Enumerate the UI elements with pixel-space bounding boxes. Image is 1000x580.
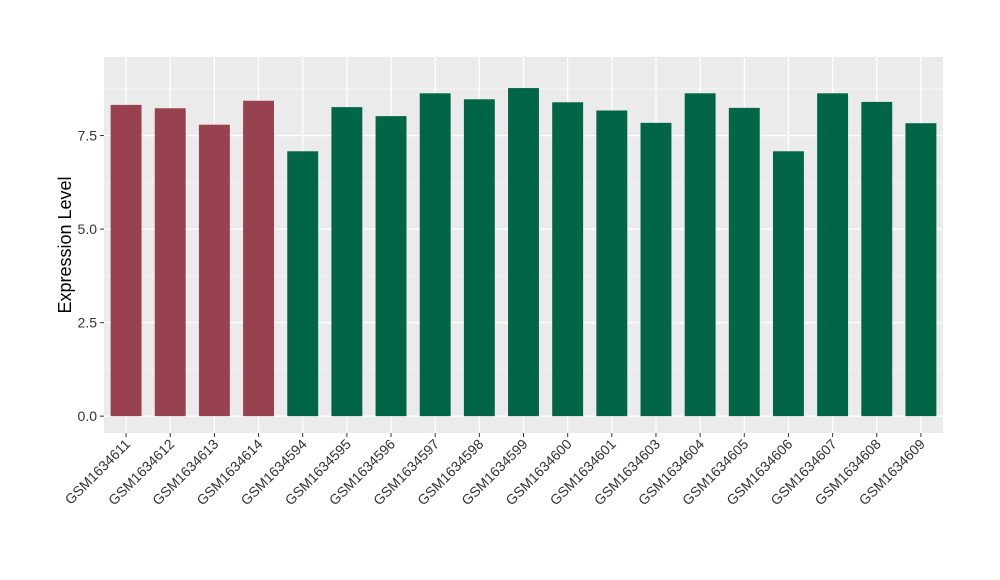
bar-GSM1634614 (243, 100, 275, 417)
bar-GSM1634604 (684, 93, 716, 417)
bar-GSM1634594 (287, 151, 319, 417)
bar-GSM1634611 (110, 104, 142, 417)
bar-GSM1634601 (596, 110, 628, 417)
x-axis: GSM1634611GSM1634612GSM1634613GSM1634614… (62, 433, 928, 508)
y-tick-label: 2.5 (78, 315, 98, 331)
y-tick-label: 0.0 (78, 408, 98, 424)
bar-GSM1634612 (154, 108, 186, 417)
bar-GSM1634613 (198, 124, 230, 417)
bar-GSM1634599 (508, 88, 539, 417)
bar-GSM1634596 (375, 116, 407, 417)
y-tick-label: 5.0 (78, 221, 98, 237)
bar-GSM1634608 (861, 101, 893, 417)
bar-GSM1634603 (640, 122, 672, 417)
y-axis-title: Expression Level (55, 176, 75, 313)
y-axis: 0.0 2.5 5.0 7.5 (78, 128, 104, 424)
bars (110, 88, 937, 417)
bar-GSM1634607 (817, 93, 849, 417)
y-tick-label: 7.5 (78, 128, 98, 144)
bar-GSM1634605 (728, 107, 760, 417)
bar-GSM1634597 (419, 93, 451, 417)
bar-GSM1634595 (331, 107, 363, 417)
bar-GSM1634609 (905, 123, 937, 417)
bar-GSM1634606 (772, 151, 804, 417)
bar-GSM1634600 (552, 102, 584, 417)
bar-GSM1634598 (463, 99, 495, 417)
